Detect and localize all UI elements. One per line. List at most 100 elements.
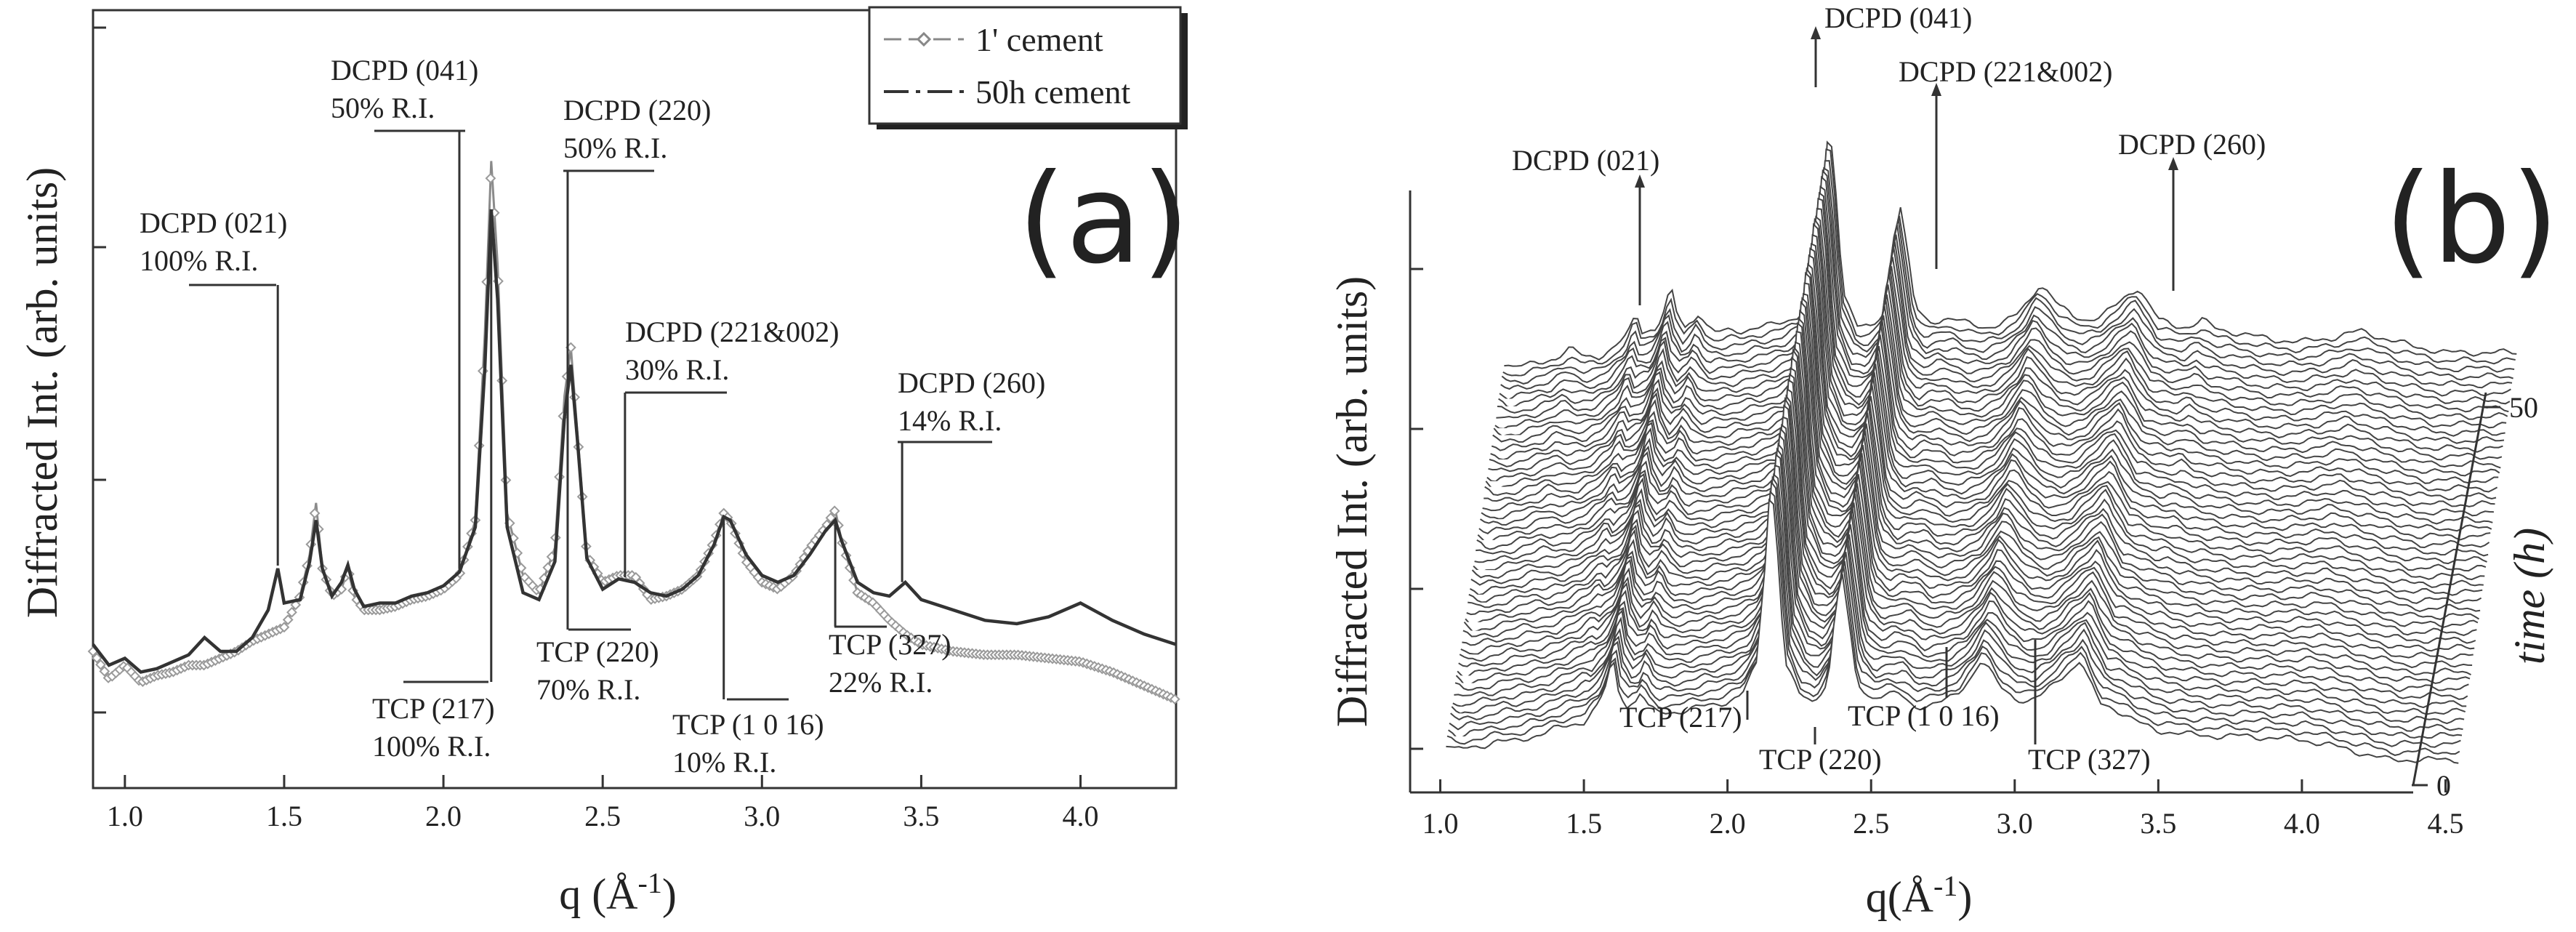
x-axis-title-close: ) — [1957, 873, 1972, 921]
panel-b-waterfall-curves — [1446, 140, 2517, 764]
annotation-ri: 22% R.I. — [829, 666, 933, 699]
waterfall-curve — [1474, 321, 2487, 565]
annotation-dcpd-221-002: DCPD (221&002) 30% R.I. — [624, 316, 839, 578]
panel-a-letter: (a) — [1018, 148, 1190, 292]
waterfall-curve — [1465, 379, 2479, 628]
x-axis-title-close: ) — [662, 870, 677, 918]
series-1min-marker — [485, 172, 496, 184]
panel-b-xtick-label: 1.5 — [1566, 807, 1602, 840]
waterfall-curve — [1469, 348, 2483, 596]
waterfall-curve — [1481, 282, 2494, 520]
annotation-ri: 30% R.I. — [625, 353, 729, 386]
annotation-tcp-217: TCP (217) — [1619, 691, 1749, 734]
annotation-dcpd-260: DCPD (260) 14% R.I. — [898, 366, 1045, 582]
series-1min-marker — [282, 614, 294, 625]
legend-label-50h: 50h cement — [975, 73, 1131, 111]
legend-diamond-marker — [916, 31, 932, 47]
annotation-title: TCP (220) — [536, 635, 659, 668]
annotation-tcp-327: TCP (327) — [2028, 640, 2151, 776]
panel-a-y-axis-title: Diffracted Int. (arb. units) — [18, 167, 66, 618]
panel-a-xtick-label: 3.5 — [903, 800, 939, 832]
annotation-tcp-220: TCP (220) — [1759, 727, 1882, 776]
panel-a-legend: 1' cement 50h cement — [868, 6, 1188, 129]
panel-b-x-axis-title: q(Å-1) — [1866, 869, 1973, 921]
waterfall-curve — [1446, 498, 2459, 764]
annotation-ri: 10% R.I. — [672, 746, 776, 779]
annotation-title: TCP (220) — [1759, 743, 1882, 776]
annotation-title: DCPD (021) — [140, 206, 287, 239]
annotation-ri: 100% R.I. — [372, 730, 491, 763]
panel-a-xtick-label: 2.5 — [584, 800, 621, 832]
annotation-dcpd-260: DCPD (260) — [2118, 128, 2266, 291]
series-1min-marker — [829, 505, 840, 517]
annotation-title: DCPD (041) — [331, 54, 478, 87]
panel-b-time-axis-line — [2412, 392, 2487, 786]
annotation-title: DCPD (220) — [563, 94, 711, 126]
waterfall-curve — [1499, 169, 2513, 401]
panel-a-annotations: DCPD (021)100% R.I.DCPD (041)50% R.I. DCP… — [140, 54, 1045, 779]
waterfall-curve — [1493, 207, 2507, 438]
annotation-tcp-217: TCP (217) 100% R.I. — [372, 212, 495, 763]
x-axis-title-exp: -1 — [638, 867, 662, 899]
annotation-title: TCP (1 0 16) — [672, 708, 824, 741]
annotation-arrowhead — [1931, 83, 1941, 96]
annotation-ri: 14% R.I. — [898, 404, 1002, 437]
waterfall-curve — [1496, 191, 2509, 419]
series-1min-marker — [99, 665, 110, 677]
annotation-title: DCPD (260) — [898, 366, 1045, 399]
panel-b-xtick-label: 2.0 — [1710, 807, 1746, 840]
panel-b-xtick-label: 3.5 — [2140, 807, 2176, 840]
waterfall-curve — [1490, 222, 2503, 461]
panel-b-xtick-label: 2.5 — [1853, 807, 1889, 840]
panel-a-xtick-label: 3.0 — [744, 800, 780, 832]
annotation-dcpd-221-002: DCPD (221&002) — [1899, 55, 2112, 269]
series-1min-marker — [1169, 694, 1180, 705]
waterfall-curve — [1477, 300, 2491, 545]
waterfall-curve — [1488, 242, 2501, 473]
annotation-arrowhead — [1811, 26, 1821, 39]
annotation-title: TCP (1 0 16) — [1848, 699, 2000, 732]
annotation-arrowhead — [2168, 157, 2178, 170]
waterfall-curve — [1476, 309, 2490, 550]
panel-a-xtick-label: 1.0 — [107, 800, 143, 832]
panel-a: 1.0 1.5 2.0 2.5 3.0 3.5 4.0 DCPD (021) 100% R.I… — [18, 6, 1190, 918]
waterfall-curve — [1473, 330, 2487, 573]
annotation-dcpd-041: DCPD (041) 50% R.I. — [331, 54, 478, 569]
waterfall-curve — [1484, 267, 2497, 502]
panel-a-x-axis: 1.0 1.5 2.0 2.5 3.0 3.5 4.0 — [107, 775, 1099, 832]
panel-a-xtick-label: 4.0 — [1063, 800, 1099, 832]
waterfall-curve — [1491, 217, 2505, 451]
annotation-title: DCPD (221&002) — [625, 316, 839, 348]
panel-a-xtick-label: 2.0 — [425, 800, 462, 832]
waterfall-curve — [1502, 148, 2516, 377]
panel-b-time-tick-label-0: 0 — [2436, 769, 2451, 802]
waterfall-curve — [1486, 247, 2500, 483]
annotation-ri: 100% R.I. — [140, 244, 258, 277]
waterfall-curve — [1468, 356, 2482, 604]
waterfall-curve — [1494, 197, 2508, 430]
annotation-title: TCP (217) — [372, 692, 495, 725]
panel-a-xtick-label: 1.5 — [266, 800, 302, 832]
waterfall-curve — [1482, 271, 2495, 512]
annotation-tcp-220: TCP (220) 70% R.I. — [536, 393, 659, 706]
panel-b-x-axis: 1.0 1.5 2.0 2.5 3.0 3.5 4.0 4.5 — [1422, 779, 2463, 840]
series-1min-marker — [95, 659, 106, 670]
panel-a-series-group — [87, 161, 1180, 705]
series-1min-marker — [825, 512, 837, 523]
waterfall-curve — [1492, 215, 2505, 443]
panel-b-y-axis-title: Diffracted Int. (arb. units) — [1328, 276, 1376, 727]
series-1min-marker — [278, 622, 290, 633]
x-axis-title-main: q(Å — [1866, 873, 1933, 921]
waterfall-curve — [1470, 345, 2484, 588]
panel-b-time-axis-title: time (h) — [2505, 528, 2553, 664]
panel-a-plot-frame — [92, 9, 1178, 790]
panel-b-xtick-label: 1.0 — [1422, 807, 1459, 840]
annotation-title: DCPD (260) — [2118, 128, 2266, 161]
series-1min-marker — [286, 606, 297, 618]
annotation-tcp-1-0-16: TCP (1 0 16) — [1848, 647, 2000, 732]
legend-label-1min: 1' cement — [975, 21, 1103, 58]
panel-b-annotations: DCPD (021) DCPD (041) DCPD (221&002) DCPD (… — [1512, 1, 2266, 776]
panel-b-xtick-label: 3.0 — [1997, 807, 2033, 840]
annotation-ri: 70% R.I. — [536, 673, 640, 706]
annotation-ri: 50% R.I. — [331, 92, 435, 124]
